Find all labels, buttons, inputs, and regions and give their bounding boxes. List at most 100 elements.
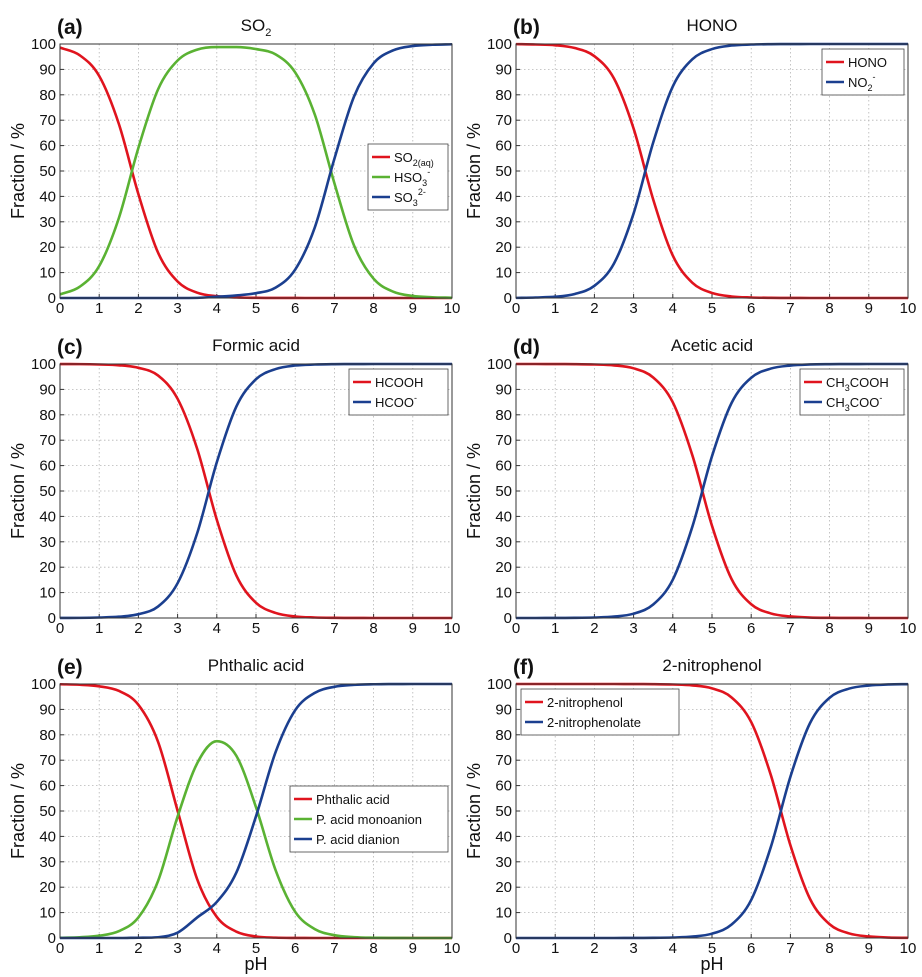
y-tick-label: 40 — [495, 508, 512, 525]
y-tick-label: 10 — [495, 905, 512, 922]
x-tick-label: 10 — [900, 300, 917, 317]
y-tick-label: 70 — [39, 432, 56, 449]
legend-entry: HSO3- — [394, 167, 430, 188]
legend-entry: 2-nitrophenol — [547, 695, 623, 710]
x-tick-label: 4 — [213, 620, 221, 637]
y-tick-label: 50 — [495, 483, 512, 500]
chart-title: Formic acid — [212, 336, 300, 355]
x-tick-label: 5 — [708, 620, 716, 637]
x-tick-label: 7 — [786, 620, 794, 637]
x-tick-label: 4 — [213, 300, 221, 317]
plot-frame — [59, 683, 453, 939]
x-tick-label: 2 — [134, 940, 142, 957]
legend: HCOOH HCOO- — [348, 368, 449, 416]
y-tick-label: 10 — [39, 585, 56, 602]
x-tick-label: 4 — [669, 300, 677, 317]
x-tick-label: 6 — [291, 940, 299, 957]
y-tick-label: 80 — [39, 727, 56, 744]
x-tick-label: 7 — [330, 940, 338, 957]
legend: SO2(aq)HSO3-SO32- — [367, 143, 449, 211]
x-tick-label: 7 — [786, 300, 794, 317]
legend-box — [348, 368, 449, 416]
y-tick-label: 30 — [39, 214, 56, 231]
x-tick-label: 10 — [900, 940, 917, 957]
y-tick-label: 30 — [39, 534, 56, 551]
y-tick-label: 100 — [487, 36, 512, 53]
x-tick-label: 7 — [786, 940, 794, 957]
panel-letter: (f) — [513, 656, 534, 679]
plot-frame — [515, 683, 909, 939]
y-tick-label: 50 — [39, 163, 56, 180]
y-tick-label: 90 — [495, 701, 512, 718]
y-tick-label: 90 — [39, 61, 56, 78]
y-tick-label: 100 — [487, 676, 512, 693]
x-tick-label: 3 — [173, 620, 181, 637]
x-tick-label: 0 — [56, 300, 64, 317]
y-tick-label: 70 — [39, 112, 56, 129]
legend-entry: Phthalic acid — [316, 792, 390, 807]
x-tick-label: 6 — [747, 300, 755, 317]
y-axis-label: Fraction / % — [464, 123, 484, 219]
x-tick-label: 2 — [590, 940, 598, 957]
x-tick-label: 2 — [134, 300, 142, 317]
y-tick-label: 40 — [495, 828, 512, 845]
x-tick-label: 3 — [173, 300, 181, 317]
y-tick-label: 20 — [39, 559, 56, 576]
x-tick-label: 6 — [291, 620, 299, 637]
y-tick-label: 50 — [39, 803, 56, 820]
chart-panel-b: 0 1 2 3 4 5 6 7 8 9 100102030405060708090100HONO(b… — [464, 16, 916, 317]
x-tick-label: 9 — [865, 940, 873, 957]
legend-entry: SO2(aq) — [394, 150, 434, 168]
y-tick-label: 60 — [495, 778, 512, 795]
y-tick-label: 10 — [495, 265, 512, 282]
y-tick-label: 100 — [31, 676, 56, 693]
x-tick-label: 10 — [900, 620, 917, 637]
x-axis-label: pH — [700, 954, 723, 974]
legend-entry: CH3COO- — [826, 393, 882, 413]
y-tick-label: 30 — [495, 214, 512, 231]
x-tick-label: 5 — [708, 300, 716, 317]
y-tick-label: 80 — [39, 87, 56, 104]
legend: 2-nitrophenol 2-nitrophenolate — [520, 688, 680, 736]
x-tick-label: 3 — [629, 300, 637, 317]
y-tick-label: 10 — [495, 585, 512, 602]
y-tick-label: 70 — [495, 752, 512, 769]
x-tick-label: 1 — [551, 300, 559, 317]
y-tick-label: 20 — [39, 879, 56, 896]
chart-title: HONO — [687, 16, 738, 35]
series-line-2 — [59, 45, 453, 300]
x-tick-label: 6 — [747, 940, 755, 957]
y-tick-label: 50 — [495, 163, 512, 180]
panel-letter: (c) — [57, 336, 83, 359]
x-tick-label: 2 — [134, 620, 142, 637]
x-tick-label: 7 — [330, 300, 338, 317]
x-tick-label: 0 — [56, 620, 64, 637]
y-tick-label: 0 — [504, 930, 512, 947]
y-axis-label: Fraction / % — [464, 443, 484, 539]
chart-panel-c: 0 1 2 3 4 5 6 7 8 9 100102030405060708090100Formic… — [8, 336, 460, 637]
x-tick-label: 4 — [213, 940, 221, 957]
plot-frame — [59, 43, 453, 299]
legend-entry: HONO — [848, 55, 887, 70]
x-tick-label: 0 — [56, 940, 64, 957]
y-tick-label: 70 — [495, 432, 512, 449]
y-tick-label: 90 — [495, 61, 512, 78]
y-tick-label: 0 — [48, 610, 56, 627]
legend-entry: 2-nitrophenolate — [547, 715, 641, 730]
y-tick-label: 100 — [31, 36, 56, 53]
x-tick-label: 8 — [825, 620, 833, 637]
x-tick-label: 6 — [291, 300, 299, 317]
chart-panel-e: 0 1 2 3 4 5 6 7 8 9 100102030405060708090100Phthal… — [8, 656, 460, 974]
y-tick-label: 10 — [39, 905, 56, 922]
x-tick-label: 9 — [865, 620, 873, 637]
x-tick-label: 8 — [825, 300, 833, 317]
legend-entry: P. acid dianion — [316, 832, 400, 847]
y-tick-label: 80 — [495, 407, 512, 424]
y-tick-label: 90 — [39, 701, 56, 718]
y-tick-label: 30 — [39, 854, 56, 871]
y-tick-label: 0 — [504, 610, 512, 627]
x-tick-label: 8 — [369, 300, 377, 317]
y-tick-label: 80 — [495, 87, 512, 104]
